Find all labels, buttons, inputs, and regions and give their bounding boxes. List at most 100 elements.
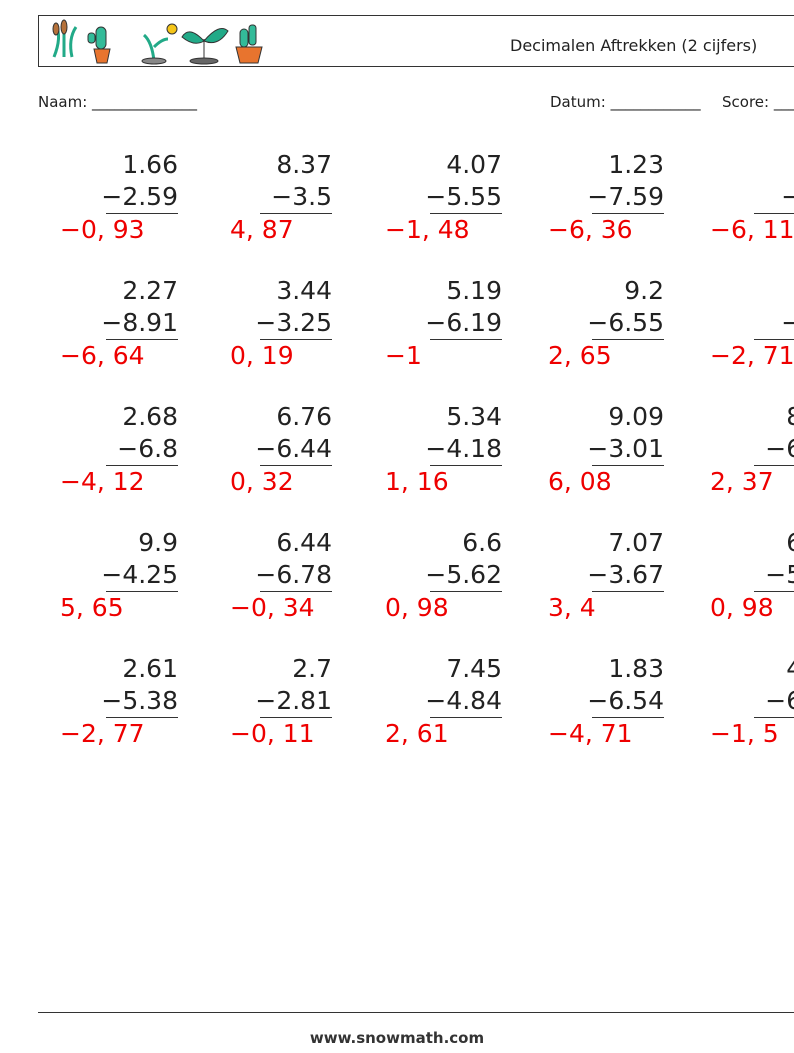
date-field: Datum: ____________ bbox=[550, 93, 701, 111]
answer-line bbox=[430, 465, 502, 466]
answer: −1, 5 bbox=[710, 719, 779, 748]
subtrahend: −8. bbox=[781, 182, 794, 211]
answer: 2, 61 bbox=[385, 719, 449, 748]
answer-line bbox=[430, 339, 502, 340]
answer: 0, 98 bbox=[385, 593, 449, 622]
answer: −6, 64 bbox=[60, 341, 145, 370]
name-field: Naam: ______________ bbox=[38, 93, 198, 111]
plant-icons bbox=[52, 19, 263, 65]
minuend: 9.09 bbox=[608, 402, 664, 431]
subtrahend: −4.84 bbox=[425, 686, 502, 715]
answer-line bbox=[260, 465, 332, 466]
subtrahend: −6.8 bbox=[117, 434, 178, 463]
answer-line bbox=[592, 213, 664, 214]
minuend: 5.34 bbox=[446, 402, 502, 431]
subtrahend: −3.67 bbox=[587, 560, 664, 589]
answer-line bbox=[592, 591, 664, 592]
minuend: 9.2 bbox=[624, 276, 664, 305]
answer-line bbox=[260, 591, 332, 592]
minuend: 7.45 bbox=[446, 654, 502, 683]
subtrahend: −3.01 bbox=[587, 434, 664, 463]
subtrahend: −5.55 bbox=[425, 182, 502, 211]
answer-line bbox=[754, 591, 794, 592]
subtrahend: −4.18 bbox=[425, 434, 502, 463]
subtrahend: −2.59 bbox=[101, 182, 178, 211]
subtrahend: −2.81 bbox=[255, 686, 332, 715]
subtrahend: −6.44 bbox=[255, 434, 332, 463]
answer: −6, 11 bbox=[710, 215, 794, 244]
subtrahend: −3.25 bbox=[255, 308, 332, 337]
subtrahend: −5.5 bbox=[765, 560, 794, 589]
minuend: 6.44 bbox=[276, 528, 332, 557]
answer: 1, 16 bbox=[385, 467, 449, 496]
minuend: 3.44 bbox=[276, 276, 332, 305]
minuend: 1.23 bbox=[608, 150, 664, 179]
answer-line bbox=[592, 717, 664, 718]
answer: −1 bbox=[385, 341, 422, 370]
answer-line bbox=[260, 339, 332, 340]
subtrahend: −6.78 bbox=[255, 560, 332, 589]
minuend: 6.5 bbox=[686, 528, 794, 557]
minuend: 6.76 bbox=[276, 402, 332, 431]
answer: −0, 34 bbox=[230, 593, 315, 622]
answer: 5, 65 bbox=[60, 593, 124, 622]
answer-line bbox=[106, 717, 178, 718]
answer-line bbox=[106, 591, 178, 592]
minuend: 7.07 bbox=[608, 528, 664, 557]
subtrahend: −5.62 bbox=[425, 560, 502, 589]
answer-line bbox=[430, 591, 502, 592]
answer-line bbox=[754, 717, 794, 718]
answer-line bbox=[106, 465, 178, 466]
minuend: 8.37 bbox=[276, 150, 332, 179]
minuend: 6.6 bbox=[462, 528, 502, 557]
answer: 4, 87 bbox=[230, 215, 294, 244]
answer: −6, 36 bbox=[548, 215, 633, 244]
subtrahend: −5.38 bbox=[101, 686, 178, 715]
answer-line bbox=[106, 339, 178, 340]
answer: −4, 71 bbox=[548, 719, 633, 748]
answer-line bbox=[430, 213, 502, 214]
subtrahend: −6.6 bbox=[765, 434, 794, 463]
answer: 3, 4 bbox=[548, 593, 596, 622]
footer-url: www.snowmath.com bbox=[309, 1029, 485, 1047]
minuend: 2.27 bbox=[122, 276, 178, 305]
answer: −4, 12 bbox=[60, 467, 145, 496]
title: Decimalen Aftrekken (2 cijfers) bbox=[510, 36, 758, 55]
subtrahend: −6.55 bbox=[587, 308, 664, 337]
header-box: Decimalen Aftrekken (2 cijfers) bbox=[38, 15, 794, 67]
minuend: 2.7 bbox=[292, 654, 332, 683]
minuend: 4.07 bbox=[446, 150, 502, 179]
answer: −0, 11 bbox=[230, 719, 315, 748]
subtrahend: −3.5 bbox=[271, 182, 332, 211]
answer-line bbox=[106, 213, 178, 214]
subtrahend: −6.54 bbox=[587, 686, 664, 715]
answer-line bbox=[754, 465, 794, 466]
minuend: 2.61 bbox=[122, 654, 178, 683]
minuend: 4.7 bbox=[686, 654, 794, 683]
minuend: 9.9 bbox=[138, 528, 178, 557]
answer: −1, 48 bbox=[385, 215, 470, 244]
subtrahend: −4.25 bbox=[101, 560, 178, 589]
answer: −2, 77 bbox=[60, 719, 145, 748]
answer: 2, 37 bbox=[710, 467, 774, 496]
minuend: 8.9 bbox=[686, 402, 794, 431]
answer: 2, 65 bbox=[548, 341, 612, 370]
subtrahend: −6.19 bbox=[425, 308, 502, 337]
answer-line bbox=[754, 213, 794, 214]
subtrahend: −6. bbox=[781, 308, 794, 337]
subtrahend: −8.91 bbox=[101, 308, 178, 337]
answer: 6, 08 bbox=[548, 467, 612, 496]
answer-line bbox=[592, 339, 664, 340]
answer-line bbox=[430, 717, 502, 718]
minuend: 2. bbox=[686, 150, 794, 179]
answer-line bbox=[592, 465, 664, 466]
answer-line bbox=[260, 213, 332, 214]
minuend: 2.68 bbox=[122, 402, 178, 431]
answer: 0, 32 bbox=[230, 467, 294, 496]
minuend: 1.83 bbox=[608, 654, 664, 683]
answer: 0, 19 bbox=[230, 341, 294, 370]
answer: −2, 71 bbox=[710, 341, 794, 370]
answer: −0, 93 bbox=[60, 215, 145, 244]
answer-line bbox=[260, 717, 332, 718]
